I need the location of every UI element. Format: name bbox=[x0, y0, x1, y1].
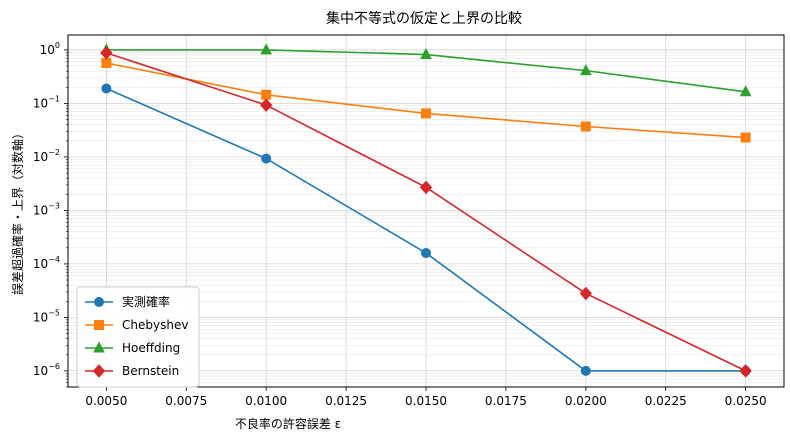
x-tick-label: 0.0075 bbox=[165, 394, 207, 408]
y-axis-label: 誤差超過確率・上界（対数軸） bbox=[10, 127, 25, 295]
data-point bbox=[739, 85, 752, 97]
legend-box bbox=[76, 286, 200, 388]
legend-marker bbox=[93, 341, 105, 353]
y-tick-label: 10−6 bbox=[33, 362, 60, 378]
x-tick-label: 0.0050 bbox=[85, 394, 127, 408]
legend-entry: 実測確率 bbox=[85, 294, 170, 309]
data-point bbox=[579, 286, 592, 301]
data-point bbox=[101, 83, 112, 94]
legend-marker bbox=[92, 364, 106, 378]
data-point bbox=[421, 247, 431, 258]
legend-label: Chebyshev bbox=[122, 318, 188, 332]
x-axis-ticks: 0.0050 0.0075 0.0100 0.0125 0.0150 0.0175 0.02… bbox=[85, 387, 767, 408]
data-point bbox=[739, 364, 752, 378]
data-point bbox=[580, 365, 591, 376]
series-1 bbox=[101, 57, 751, 143]
y-tick-label: 10−5 bbox=[33, 308, 60, 324]
data-point bbox=[261, 89, 272, 100]
x-tick-label: 0.0200 bbox=[565, 394, 607, 408]
data-point bbox=[419, 180, 433, 195]
data-point bbox=[101, 57, 112, 68]
data-point bbox=[580, 121, 591, 132]
y-tick-label: 10−2 bbox=[33, 148, 60, 164]
y-tick-label: 10−1 bbox=[33, 94, 60, 110]
x-tick-label: 0.0150 bbox=[405, 394, 447, 408]
x-tick-label: 0.0125 bbox=[325, 394, 367, 408]
data-point bbox=[260, 98, 273, 112]
y-tick-label: 10−3 bbox=[33, 201, 60, 217]
chart-title: 集中不等式の仮定と上界の比較 bbox=[326, 10, 522, 27]
legend: 実測確率 Chebyshev Hoeffding Bernstein bbox=[76, 286, 200, 388]
legend-marker bbox=[94, 297, 104, 307]
x-tick-label: 0.0175 bbox=[485, 394, 527, 408]
data-point bbox=[579, 64, 592, 76]
series-3 bbox=[100, 46, 752, 378]
legend-label: Bernstein bbox=[122, 364, 179, 378]
data-point bbox=[420, 47, 432, 60]
x-tick-label: 0.0225 bbox=[645, 394, 687, 408]
legend-label: Hoeffding bbox=[122, 341, 180, 355]
x-tick-label: 0.0250 bbox=[725, 394, 767, 408]
data-point bbox=[421, 108, 431, 119]
y-tick-label: 10−4 bbox=[33, 255, 60, 271]
data-point bbox=[740, 132, 751, 143]
x-axis-label: 不良率の許容誤差 ε bbox=[235, 416, 341, 431]
legend-entry: Chebyshev bbox=[85, 318, 188, 332]
x-tick-label: 0.0100 bbox=[245, 394, 287, 408]
legend-label: 実測確率 bbox=[122, 294, 170, 309]
legend-entry: Bernstein bbox=[85, 364, 179, 378]
y-tick-label: 100 bbox=[40, 41, 60, 57]
plot-series bbox=[100, 43, 752, 378]
data-point bbox=[261, 153, 272, 164]
y-axis-ticks: 10−6 10−5 10−4 10−3 10−2 10−1 100 bbox=[33, 41, 68, 388]
data-point bbox=[260, 43, 273, 55]
data-point bbox=[100, 46, 113, 60]
legend-entry: Hoeffding bbox=[85, 341, 180, 355]
legend-marker bbox=[94, 320, 104, 330]
